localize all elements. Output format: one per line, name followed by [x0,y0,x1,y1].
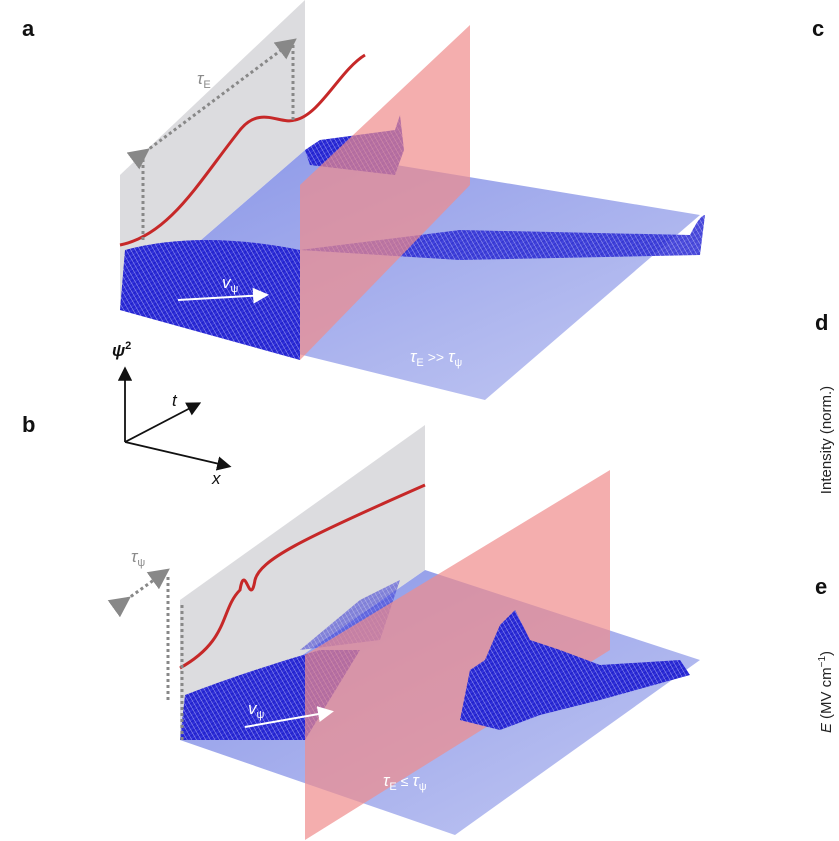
text-part: E [389,781,396,793]
text-part: τ [197,69,205,88]
text-part: (MV cm [818,667,835,719]
axis-title: Intensity (norm.) [818,386,835,494]
panel-label: a [22,16,35,41]
condition-label: τE >> τψ [410,347,462,369]
text-part: ) [818,651,835,656]
panel-label: b [22,412,35,437]
text-part: 2 [125,340,131,352]
text-part: τ [383,771,391,790]
text-part: ψ [257,709,265,721]
panel-label: c [812,16,824,41]
wave [460,610,690,730]
axis-label: t [172,391,178,410]
axis-title: E (MV cm−1) [817,651,835,733]
axis-arrow [124,402,202,443]
text-part: τ [448,347,456,366]
text-part: τ [410,347,418,366]
dotted-arrow [107,568,170,618]
text-part: −1 [817,656,828,668]
condition-label: τE ≤ τψ [383,771,427,793]
axis-arrow [124,441,232,471]
text-part: ≤ [401,773,409,789]
text-part: v [248,699,258,718]
text-part: ψ [419,781,427,793]
text-part: E [818,722,835,733]
text-part: τ [412,771,420,790]
text-part: ψ [137,557,145,569]
wave [120,240,300,360]
back-plane [180,425,425,740]
axis-label: ψ2 [112,340,131,360]
text-part: τ [131,547,139,566]
axis-label: x [211,469,221,488]
text-part: E [203,79,210,91]
panel-label: e [815,574,827,599]
velocity-arrow [177,287,269,304]
text-part: ψ [454,357,462,369]
panel-label: d [815,310,828,335]
axes-key [117,366,232,471]
text-part: >> [428,349,444,365]
tau-label: τψ [131,547,145,569]
velocity-arrow [244,706,334,728]
tau-label: τE [197,69,211,91]
panel-b [107,425,700,840]
field-plane [300,25,470,360]
velocity-label: vψ [248,699,265,721]
velocity-label: vψ [222,273,239,295]
text-part: E [416,357,423,369]
text-part: v [222,273,232,292]
field-plane [305,470,610,840]
text-part: ψ [231,283,239,295]
field-curve [179,483,426,670]
text-part: ψ [112,341,125,360]
dotted-arrow [126,38,297,170]
panel-a [119,0,705,400]
